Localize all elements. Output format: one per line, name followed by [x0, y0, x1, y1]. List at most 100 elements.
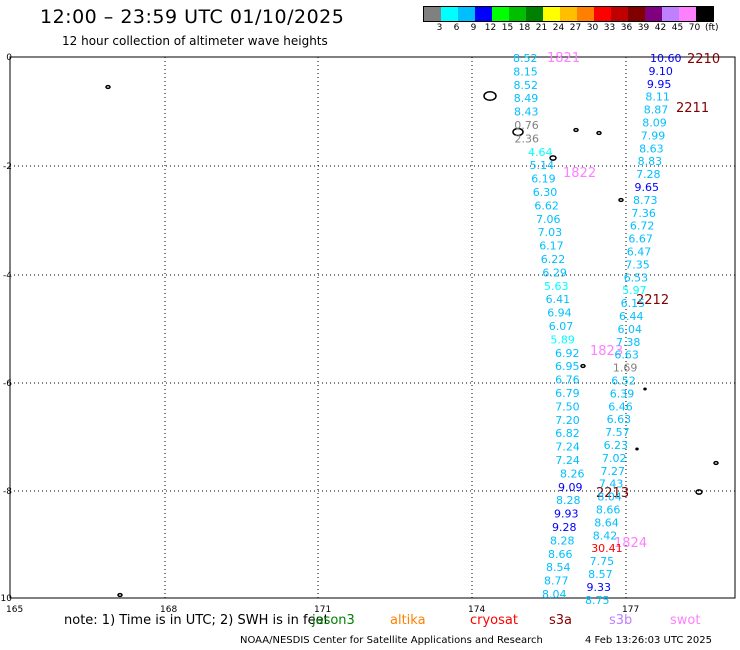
- color-scale-tick-label: 33: [603, 23, 616, 33]
- wave-height-value: 6.72: [630, 220, 655, 233]
- wave-height-value: 5.97: [622, 284, 647, 297]
- wave-height-value: 6.39: [610, 387, 635, 400]
- color-swatch: [560, 7, 577, 21]
- color-swatch: [526, 7, 543, 21]
- wave-height-value: 6.30: [533, 186, 558, 199]
- color-scale-tick-label: 21: [535, 23, 548, 33]
- wave-height-value: 7.24: [555, 441, 580, 454]
- wave-height-value: 6.92: [555, 347, 580, 360]
- color-scale-tick-label: 27: [569, 23, 582, 33]
- satellite-legend-item: jason3: [312, 613, 355, 628]
- wave-height-value: 6.23: [604, 439, 629, 452]
- wave-height-value: 8.73: [633, 194, 658, 207]
- wave-height-value: 8.87: [644, 104, 669, 117]
- wave-height-value: 6.53: [624, 271, 649, 284]
- satellite-legend-item: cryosat: [470, 613, 518, 628]
- wave-height-value: 5.14: [530, 159, 555, 172]
- wave-height-value: 7.75: [590, 555, 615, 568]
- island-outline: [695, 489, 703, 495]
- island-outline: [596, 130, 602, 136]
- track-time-label: 1824: [614, 536, 647, 551]
- color-scale-tick-label: 12: [484, 23, 497, 33]
- island-outline: [105, 84, 111, 90]
- color-scale-tick-label: 15: [501, 23, 514, 33]
- map-frame: [9, 56, 736, 599]
- wave-height-value: 8.15: [513, 65, 538, 78]
- island-outline: [635, 447, 639, 451]
- wave-height-value: 9.33: [587, 581, 612, 594]
- wave-height-value: 7.27: [600, 465, 625, 478]
- wave-height-value: 8.09: [642, 117, 667, 130]
- island-outline: [512, 127, 524, 137]
- wave-height-value: 6.22: [541, 253, 566, 266]
- color-scale-unit: (ft): [705, 23, 719, 33]
- wave-height-value: 6.52: [611, 375, 636, 388]
- satellite-legend-item: swot: [670, 613, 701, 628]
- color-swatch: [441, 7, 458, 21]
- color-swatch: [492, 7, 509, 21]
- color-swatch: [662, 7, 679, 21]
- wave-height-value: 7.20: [555, 414, 580, 427]
- track-time-label: 1823: [590, 344, 623, 359]
- y-tick-label: 0: [6, 53, 12, 63]
- y-tick-label: -2: [3, 162, 12, 172]
- island-outline: [643, 387, 647, 391]
- wave-height-value: 6.19: [531, 173, 556, 186]
- wave-height-value: 5.89: [550, 333, 575, 346]
- color-scale-tick-label: 24: [552, 23, 565, 33]
- wave-height-value: 7.03: [538, 226, 563, 239]
- wave-height-value: 6.95: [555, 360, 580, 373]
- wave-height-value: 1.69: [613, 362, 638, 375]
- wave-height-value: 5.63: [544, 280, 569, 293]
- color-scale-bar: [423, 6, 714, 22]
- wave-height-value: 6.94: [547, 307, 572, 320]
- wave-height-value: 8.64: [594, 516, 619, 529]
- color-scale-tick-label: 45: [671, 23, 684, 33]
- wave-height-value: 6.44: [619, 310, 644, 323]
- wave-height-value: 10.60: [650, 52, 682, 65]
- wave-height-value: 6.04: [618, 323, 643, 336]
- wave-height-value: 6.62: [534, 199, 559, 212]
- color-swatch: [475, 7, 492, 21]
- x-tick-label: 174: [468, 605, 485, 615]
- track-time-label: 2213: [596, 486, 629, 501]
- credit-text: NOAA/NESDIS Center for Satellite Applica…: [240, 635, 543, 646]
- wave-height-value: 7.57: [605, 426, 630, 439]
- color-scale-tick-label: 9: [470, 23, 477, 33]
- color-swatch: [509, 7, 526, 21]
- wave-height-value: 6.79: [555, 387, 580, 400]
- wave-height-value: 9.10: [648, 65, 673, 78]
- wave-height-value: 7.99: [641, 129, 666, 142]
- island-outline: [549, 155, 557, 161]
- y-tick-label: -6: [3, 379, 12, 389]
- footer-note: note: 1) Time is in UTC; 2) SWH is in fe…: [64, 613, 329, 628]
- wave-height-value: 9.28: [552, 521, 577, 534]
- color-scale-tick-label: 30: [586, 23, 599, 33]
- page-title: 12:00 – 23:59 UTC 01/10/2025: [40, 6, 345, 28]
- wave-height-value: 6.17: [539, 240, 564, 253]
- wave-height-value: 8.52: [514, 79, 539, 92]
- color-swatch: [543, 7, 560, 21]
- island-outline: [713, 460, 719, 466]
- color-swatch: [577, 7, 594, 21]
- wave-height-value: 8.83: [638, 155, 663, 168]
- wave-height-value: 8.11: [645, 91, 670, 104]
- wave-height-value: 8.63: [639, 142, 664, 155]
- satellite-legend-item: altika: [390, 613, 426, 628]
- color-swatch: [594, 7, 611, 21]
- wave-height-value: 7.28: [636, 168, 661, 181]
- wave-height-value: 8.52: [513, 52, 538, 65]
- wave-height-value: 8.77: [544, 575, 569, 588]
- wave-height-value: 4.64: [528, 146, 553, 159]
- wave-height-value: 8.28: [556, 494, 581, 507]
- wave-height-value: 8.04: [597, 491, 622, 504]
- wave-height-value: 7.38: [616, 336, 641, 349]
- wave-height-value: 7.24: [555, 454, 580, 467]
- wave-height-value: 0.76: [514, 119, 539, 132]
- wave-height-value: 8.28: [550, 534, 575, 547]
- satellite-legend-item: s3a: [549, 613, 573, 628]
- island-outline: [618, 197, 624, 203]
- wave-height-value: 8.26: [560, 467, 585, 480]
- wave-height-value: 6.07: [549, 320, 574, 333]
- wave-height-value: 6.47: [627, 246, 652, 259]
